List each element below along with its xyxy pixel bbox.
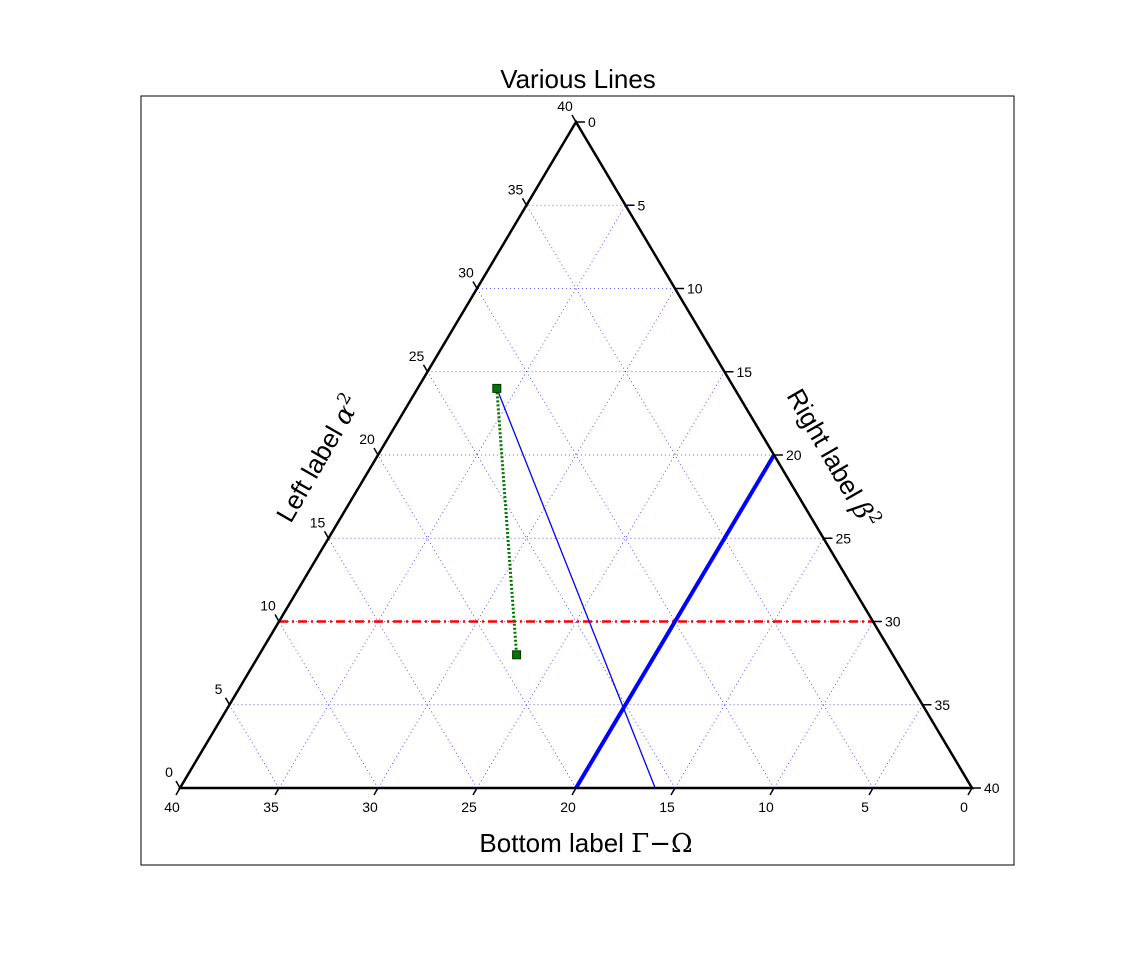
gridline-bottom-5 (526, 205, 874, 789)
triangle-boundary (177, 119, 975, 790)
bottom-tick-label: 5 (861, 799, 869, 815)
left-tick-15 (323, 530, 330, 539)
right-tick-label: 25 (836, 530, 852, 546)
right-tick-label: 15 (737, 364, 753, 380)
right-tick-label: 35 (935, 697, 951, 713)
bottom-tick-20 (571, 787, 577, 796)
left-tick-label: 5 (215, 681, 223, 697)
left-axis-label: Left label α2 (268, 389, 367, 528)
gridline-bottom-30 (278, 621, 379, 789)
right-tick-label: 30 (885, 614, 901, 630)
gridline-right-5 (278, 205, 626, 789)
gridline-bottom-15 (427, 371, 676, 789)
left-tick-10 (274, 614, 280, 622)
left-tick-30 (472, 281, 478, 289)
right-tick-label: 10 (687, 281, 703, 297)
gridline-right-25 (674, 538, 824, 789)
left-tick-label: 25 (409, 348, 425, 364)
bottom-tick-label: 35 (263, 799, 279, 815)
bottom-tick-label: 20 (560, 799, 576, 815)
series-green-dotted-line (495, 388, 519, 655)
green-square-marker-2 (512, 650, 522, 660)
chart-frame (140, 95, 1015, 866)
bottom-tick-label: 25 (461, 799, 477, 815)
bottom-axis-label: Bottom label Γ−Ω (479, 828, 692, 859)
bottom-tick-label: 30 (362, 799, 378, 815)
chart-title: Various Lines (500, 64, 656, 94)
bottom-tick-0 (967, 787, 973, 796)
gridline-right-30 (773, 621, 874, 789)
axis-ticks: 0 0 0 5 5 5 10 10 10 15 15 15 20 20 20 25 25 25 30 30 30 35 35… (164, 98, 1000, 815)
bottom-tick-40 (175, 787, 181, 796)
left-tick-25 (422, 364, 429, 373)
left-tick-35 (521, 197, 528, 206)
series-thick-blue-line (574, 453, 776, 790)
bottom-tick-30 (373, 787, 379, 796)
green-square-marker-1 (492, 383, 502, 393)
left-tick-label: 20 (359, 431, 375, 447)
bottom-tick-15 (670, 787, 676, 796)
bottom-tick-25 (472, 787, 478, 796)
right-tick-label: 0 (588, 114, 596, 130)
series-thin-blue-line (496, 388, 656, 789)
left-tick-label: 40 (557, 98, 573, 114)
right-tick-label: 40 (984, 780, 1000, 796)
bottom-tick-label: 10 (758, 799, 774, 815)
bottom-tick-35 (274, 787, 280, 796)
right-tick-label: 5 (638, 197, 646, 213)
gridlines (229, 204, 923, 789)
left-tick-0 (175, 780, 181, 789)
left-tick-label: 30 (458, 265, 474, 281)
triangle-outline (177, 119, 975, 790)
bottom-tick-10 (769, 787, 775, 796)
left-tick-label: 10 (260, 598, 276, 614)
bottom-tick-label: 40 (164, 799, 180, 815)
bottom-tick-label: 0 (960, 799, 968, 815)
left-tick-label: 35 (508, 181, 524, 197)
left-tick-label: 15 (310, 514, 326, 530)
left-tick-40 (571, 114, 577, 123)
gridline-bottom-20 (377, 454, 577, 789)
bottom-tick-label: 15 (659, 799, 675, 815)
gridline-bottom-25 (328, 538, 478, 789)
gridline-right-15 (476, 371, 725, 789)
left-tick-5 (224, 697, 231, 706)
right-tick-label: 20 (786, 447, 802, 463)
gridline-right-35 (872, 704, 923, 789)
data-series (279, 383, 873, 790)
bottom-tick-5 (868, 787, 874, 796)
gridline-bottom-35 (229, 704, 280, 789)
left-tick-20 (373, 447, 379, 456)
left-tick-label: 0 (165, 764, 173, 780)
